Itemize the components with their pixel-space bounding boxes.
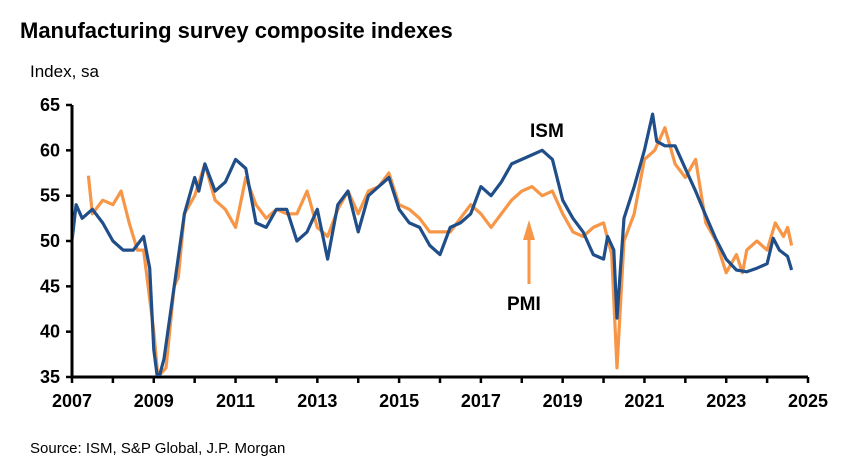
y-axis-label: Index, sa — [30, 62, 100, 81]
series-line-ism — [73, 112, 794, 376]
x-tick-label: 2023 — [706, 391, 746, 411]
axes: 35 40 45 50 55 60 65 2007 2009 2011 2013 2015 2017 20… — [40, 95, 828, 411]
y-tick-label: 50 — [40, 231, 60, 251]
y-tick-label: 35 — [40, 367, 60, 387]
ism-label: ISM — [530, 121, 564, 142]
x-tick-label: 2007 — [52, 391, 92, 411]
x-tick-label: 2013 — [297, 391, 337, 411]
y-tick-label: 60 — [40, 140, 60, 160]
x-tick-label: 2025 — [788, 391, 828, 411]
pmi-arrow-head — [523, 220, 535, 240]
source-note: Source: ISM, S&P Global, J.P. Morgan — [30, 440, 285, 457]
x-tick-label: 2021 — [624, 391, 664, 411]
x-tick-label: 2011 — [216, 391, 255, 411]
chart-title: Manufacturing survey composite indexes — [20, 18, 453, 43]
x-tick-label: 2017 — [461, 391, 501, 411]
y-tick-label: 65 — [40, 95, 60, 115]
plot-area — [73, 112, 794, 376]
x-tick-label: 2015 — [379, 391, 419, 411]
y-tick-label: 55 — [40, 186, 60, 206]
x-tick-label: 2009 — [134, 391, 174, 411]
x-tick-label: 2019 — [543, 391, 583, 411]
pmi-label: PMI — [507, 294, 541, 315]
y-tick-label: 40 — [40, 322, 60, 342]
y-tick-label: 45 — [40, 276, 60, 296]
